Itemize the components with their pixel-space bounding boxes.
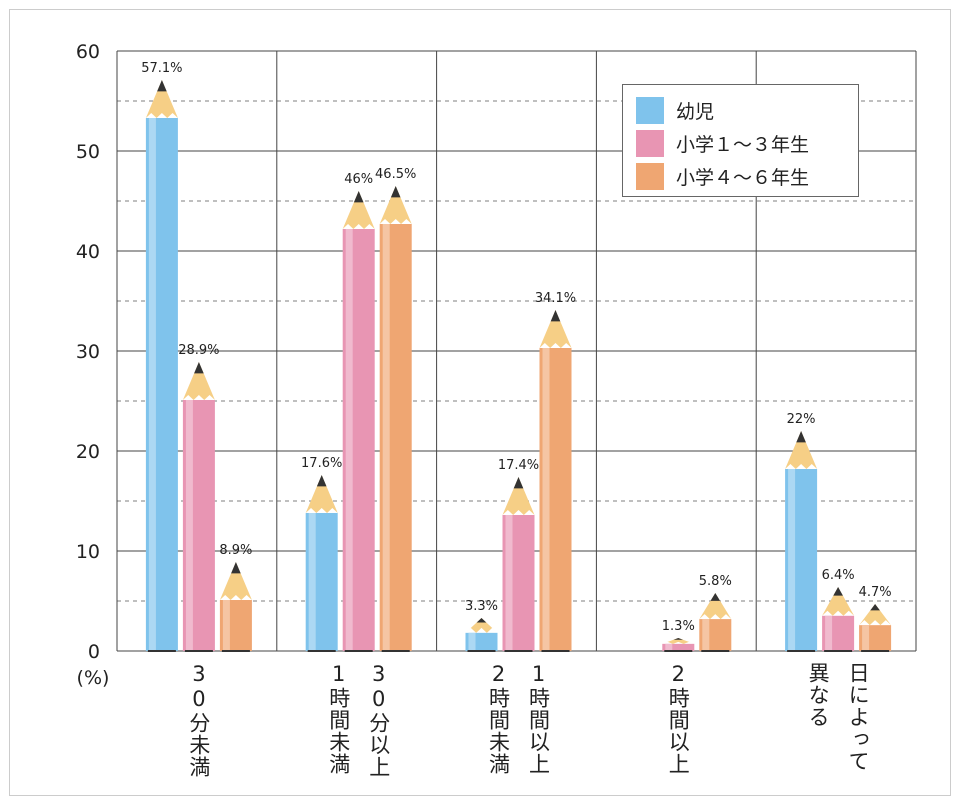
y-tick-label: 60 <box>76 41 100 63</box>
pencil-bar <box>379 186 412 652</box>
legend-label: 小学４〜６年生 <box>676 167 809 189</box>
pencil-highlight <box>148 118 156 651</box>
pencil-lead <box>316 475 327 487</box>
pencil-wood <box>785 431 818 469</box>
y-tick-label: 20 <box>76 441 100 463</box>
pencil-bar <box>305 475 338 652</box>
y-tick-label: 50 <box>76 141 100 163</box>
pencil-lead <box>673 638 684 640</box>
value-label: 5.8% <box>699 574 732 589</box>
pencil-highlight <box>665 643 673 651</box>
pencil-lead <box>353 191 364 203</box>
pencil-wood <box>182 362 215 400</box>
pencil-lead <box>390 186 401 198</box>
value-label: 4.7% <box>859 585 892 600</box>
value-label: 8.9% <box>219 543 252 558</box>
value-label: 28.9% <box>178 343 219 358</box>
pencil-highlight <box>345 229 353 651</box>
pencil-bar <box>822 587 855 652</box>
value-label: 3.3% <box>465 599 498 614</box>
pencil-lead <box>550 310 561 322</box>
y-tick-label: 10 <box>76 541 100 563</box>
pencil-wood <box>859 604 892 626</box>
value-label: 22% <box>787 412 816 427</box>
y-tick-label: 30 <box>76 341 100 363</box>
legend-swatch <box>636 97 664 124</box>
pencil-lead <box>710 593 721 601</box>
legend-swatch <box>636 130 664 157</box>
pencil-highlight <box>788 469 796 651</box>
x-tick-label: 2時間未満 <box>487 662 511 775</box>
pencil-lead <box>476 618 487 623</box>
pencil-wood <box>145 80 178 118</box>
pencil-bar <box>859 604 892 652</box>
y-axis-label: (%) <box>77 667 110 689</box>
pencil-highlight <box>382 224 390 651</box>
value-label: 46% <box>344 172 373 187</box>
pencil-bar <box>699 593 732 652</box>
pencil-highlight <box>542 348 550 651</box>
y-tick-label: 0 <box>88 641 100 663</box>
value-label: 17.4% <box>498 458 539 473</box>
pencil-highlight <box>468 632 476 651</box>
legend-label: 幼児 <box>676 101 714 123</box>
pencil-bar <box>145 80 178 652</box>
pencil-wood <box>822 587 855 616</box>
pencil-lead <box>833 587 843 596</box>
pencil-lead <box>870 604 880 611</box>
pencil-wood <box>305 475 338 513</box>
pencil-bar <box>182 362 215 652</box>
pencil-highlight <box>222 600 230 651</box>
y-tick-label: 40 <box>76 241 100 263</box>
pencil-wood <box>699 593 732 620</box>
value-label: 34.1% <box>535 291 576 306</box>
x-tick-label: 30分以上 <box>367 662 391 778</box>
legend-label: 小学１〜３年生 <box>676 134 809 156</box>
pencil-lead <box>231 562 241 574</box>
pencil-lead <box>157 80 167 92</box>
pencil-wood <box>465 618 498 633</box>
pencil-highlight <box>825 615 833 651</box>
value-label: 1.3% <box>662 619 695 634</box>
x-tick-label: 1時間未満 <box>327 662 351 775</box>
pencil-wood <box>502 477 535 515</box>
pencil-highlight <box>185 400 193 651</box>
pencil-highlight <box>505 515 513 651</box>
x-tick-label: 日によって <box>846 662 870 772</box>
pencil-highlight <box>702 619 710 651</box>
pencil-lead <box>194 362 204 374</box>
x-tick-label: 2時間以上 <box>666 662 690 775</box>
pencil-bar <box>342 191 375 652</box>
pencil-bar <box>219 562 252 652</box>
pencil-bar <box>662 638 695 652</box>
x-tick-label: 異なる <box>806 662 830 728</box>
pencil-wood <box>539 310 572 348</box>
pencil-highlight <box>862 625 870 651</box>
value-label: 57.1% <box>141 61 182 76</box>
pencil-bar <box>502 477 535 652</box>
pencil-bar <box>785 431 818 652</box>
legend-swatch <box>636 163 664 190</box>
value-label: 17.6% <box>301 456 342 471</box>
x-tick-label: 1時間以上 <box>527 662 551 775</box>
pencil-wood <box>342 191 375 229</box>
value-label: 46.5% <box>375 167 416 182</box>
pencil-highlight <box>308 513 316 651</box>
pencil-bar <box>465 618 498 652</box>
pencil-bar <box>539 310 572 652</box>
x-tick-label: 30分未満 <box>187 662 211 778</box>
pencil-body <box>662 643 695 651</box>
pencil-wood <box>379 186 412 224</box>
pencil-wood <box>662 638 695 644</box>
value-label: 6.4% <box>822 568 855 583</box>
pencil-lead <box>513 477 524 489</box>
pencil-wood <box>219 562 252 600</box>
pencil-lead <box>796 431 806 443</box>
